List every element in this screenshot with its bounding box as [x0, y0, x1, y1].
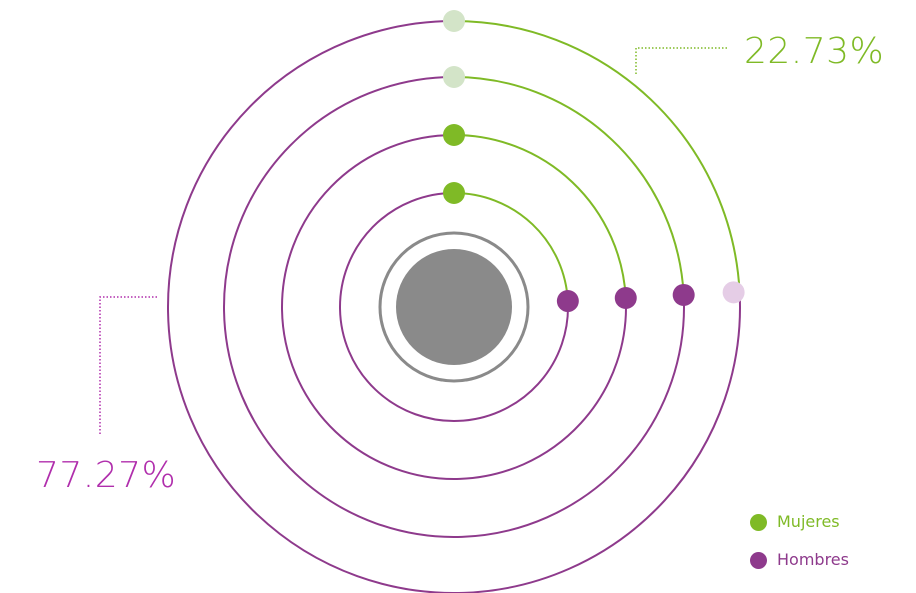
mujeres-percentage-label: 22.73%: [744, 31, 885, 72]
legend-item-mujeres: Mujeres: [750, 508, 849, 536]
legend-swatch-hombres: [750, 551, 767, 569]
mujeres-arc-ring-4: [453, 20, 741, 293]
hombres-marker-ring-4: [722, 281, 745, 304]
mujeres-arc-ring-2: [453, 134, 627, 299]
mujeres-marker-ring-1: [443, 182, 465, 204]
hombres-arc-ring-2: [281, 134, 627, 480]
hombres-percentage-label: 77.27%: [36, 455, 177, 496]
hombres-arc-ring-3: [223, 76, 685, 538]
center-ring: [378, 231, 530, 383]
mujeres-marker-ring-4: [443, 10, 465, 32]
mujeres-arc-ring-1: [453, 192, 569, 302]
mujeres-marker-ring-3: [443, 66, 465, 88]
center-disc: [396, 249, 512, 365]
hombres-arc-ring-4: [167, 20, 741, 593]
mujeres-arc-ring-3: [453, 76, 685, 296]
mujeres-leader-line: [635, 47, 728, 74]
mujeres-marker-ring-2: [443, 124, 465, 146]
hombres-marker-ring-2: [614, 286, 637, 309]
hombres-leader-line: [99, 296, 157, 436]
legend-swatch-mujeres: [750, 513, 767, 531]
hombres-marker-ring-1: [556, 290, 579, 313]
legend-label-mujeres: Mujeres: [777, 512, 840, 531]
legend-label-hombres: Hombres: [777, 550, 849, 569]
legend-item-hombres: Hombres: [750, 546, 849, 574]
hombres-marker-ring-3: [672, 283, 695, 306]
hombres-arc-ring-1: [339, 192, 569, 422]
legend: Mujeres Hombres: [750, 508, 849, 584]
